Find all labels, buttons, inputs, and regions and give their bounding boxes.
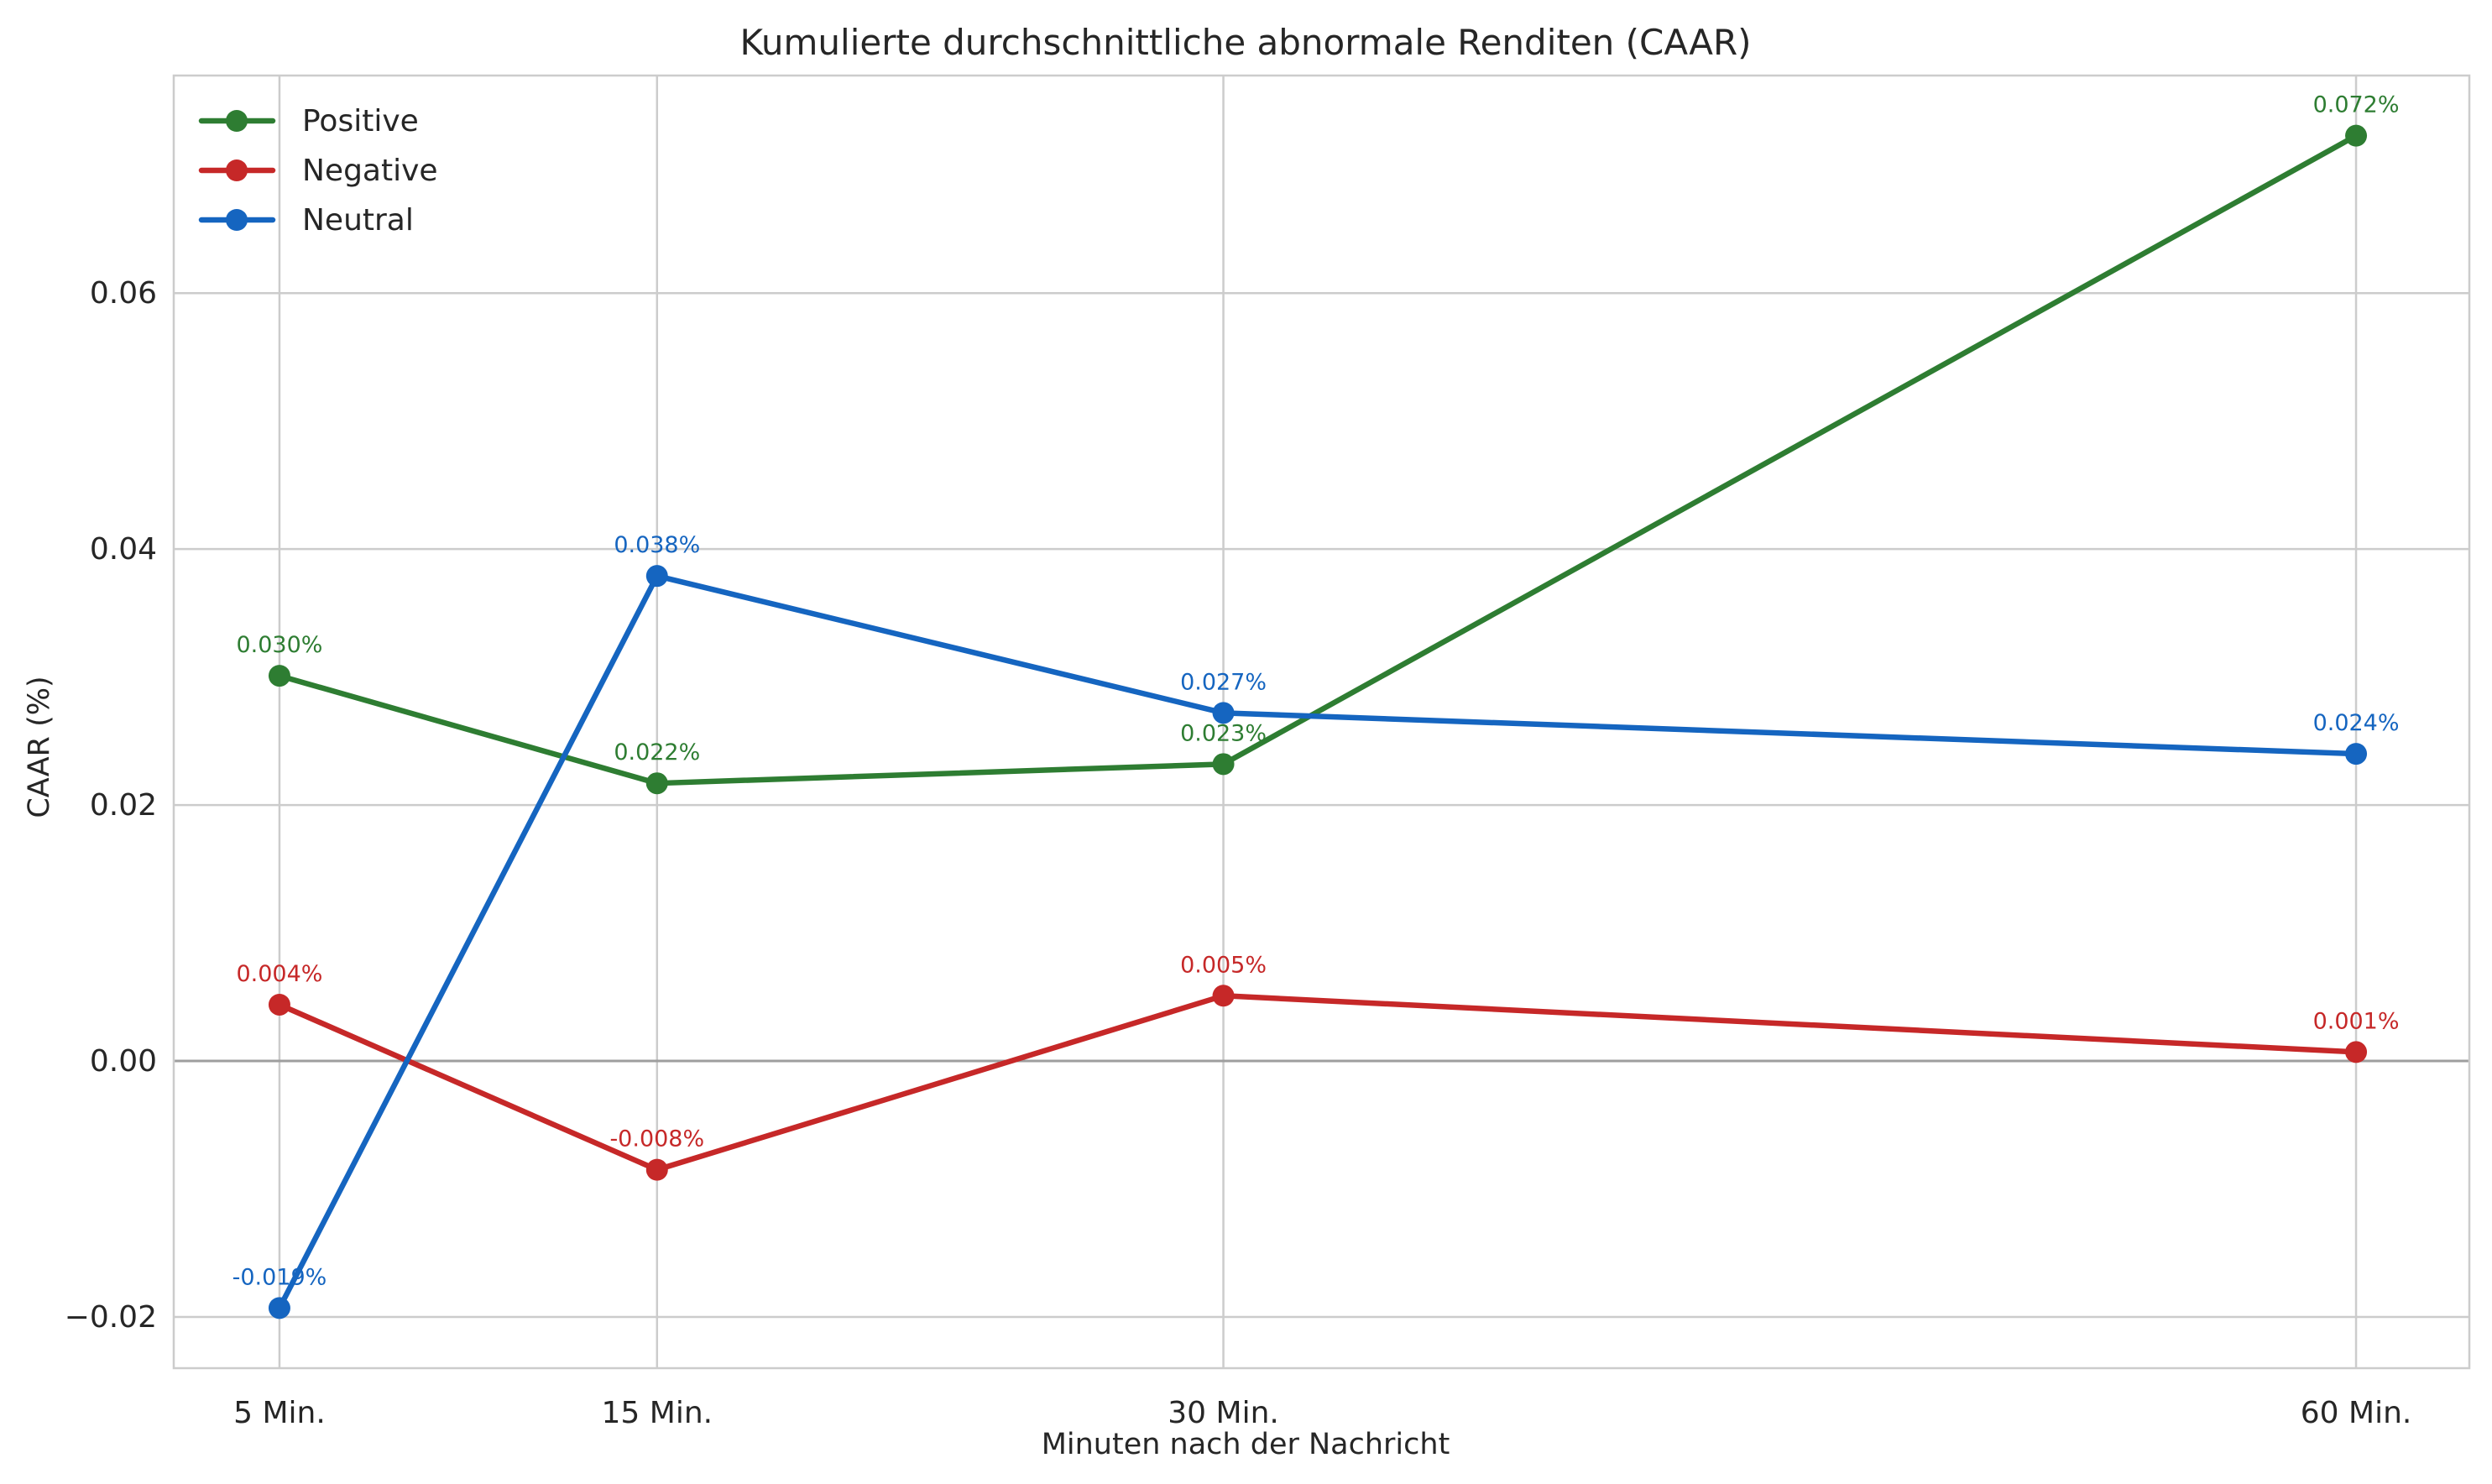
- data-point-neutral-1: [645, 565, 668, 588]
- y-axis-label: CAAR (%): [23, 676, 56, 818]
- legend-label-negative: Negative: [302, 154, 438, 188]
- y-tick-label-2: 0.02: [90, 788, 157, 823]
- data-point-negative-0: [268, 993, 290, 1016]
- data-label-positive-1: 0.022%: [614, 739, 700, 766]
- data-point-neutral-3: [2345, 743, 2368, 766]
- x-tick-label-1: 15 Min.: [602, 1396, 713, 1430]
- x-axis-label: Minuten nach der Nachricht: [1042, 1428, 1450, 1461]
- data-point-neutral-0: [268, 1297, 290, 1319]
- y-tick-label-4: 0.06: [90, 276, 157, 311]
- y-tick-label-3: 0.04: [90, 532, 157, 567]
- legend-marker-negative: [226, 159, 248, 181]
- data-label-neutral-1: 0.038%: [614, 532, 700, 558]
- data-point-positive-2: [1212, 753, 1235, 776]
- legend-label-neutral: Neutral: [302, 203, 414, 238]
- series-group: [268, 124, 2368, 1319]
- data-point-positive-3: [2345, 124, 2368, 147]
- data-point-negative-1: [645, 1158, 668, 1181]
- data-label-negative-0: 0.004%: [236, 961, 322, 987]
- legend-label-positive: Positive: [302, 104, 419, 138]
- data-labels: 0.030% 0.022% 0.023% 0.072% 0.004% -0.008% 0.0…: [232, 92, 2400, 1291]
- data-point-positive-1: [645, 772, 668, 795]
- y-tick-label-1: 0.00: [90, 1044, 157, 1079]
- plot-frame: [172, 74, 2471, 1370]
- data-label-positive-3: 0.072%: [2313, 92, 2400, 118]
- data-label-positive-2: 0.023%: [1180, 720, 1267, 746]
- x-axis-ticks: 5 Min. 15 Min. 30 Min. 60 Min.: [233, 1396, 2411, 1430]
- series-line-negative: [276, 993, 2359, 1173]
- x-tick-label-0: 5 Min.: [233, 1396, 326, 1430]
- series-line-neutral: [276, 572, 2359, 1311]
- data-point-negative-3: [2345, 1041, 2368, 1063]
- data-label-negative-3: 0.001%: [2313, 1008, 2400, 1034]
- data-point-neutral-2: [1212, 702, 1235, 724]
- data-point-positive-0: [268, 665, 290, 687]
- x-tick-label-2: 30 Min.: [1168, 1396, 1279, 1430]
- series-line-positive: [276, 133, 2359, 786]
- legend-marker-positive: [226, 110, 248, 132]
- data-label-negative-2: 0.005%: [1180, 952, 1267, 978]
- y-tick-label-0: −0.02: [65, 1300, 157, 1335]
- data-label-negative-1: -0.008%: [609, 1126, 704, 1152]
- chart-title: Kumulierte durchschnittliche abnormale R…: [739, 22, 1751, 63]
- data-label-neutral-2: 0.027%: [1180, 669, 1267, 695]
- data-label-positive-0: 0.030%: [236, 632, 322, 658]
- legend: Positive Negative Neutral: [198, 104, 438, 238]
- data-label-neutral-3: 0.024%: [2313, 710, 2400, 736]
- data-point-negative-2: [1212, 985, 1235, 1007]
- y-axis-ticks: −0.02 0.00 0.02 0.04 0.06: [65, 276, 157, 1335]
- x-tick-label-3: 60 Min.: [2301, 1396, 2412, 1430]
- legend-marker-neutral: [226, 209, 248, 231]
- data-label-neutral-0: -0.019%: [232, 1264, 327, 1290]
